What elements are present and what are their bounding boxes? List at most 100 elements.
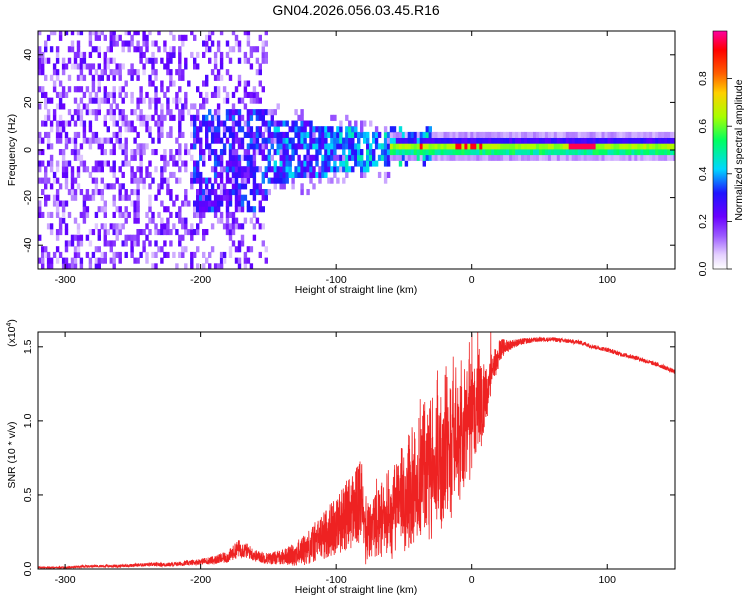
spectrogram-cell	[154, 223, 158, 230]
spectrogram-cell	[467, 149, 471, 156]
spectrogram-cell	[306, 143, 310, 150]
spectrogram-cell	[527, 131, 531, 138]
spectrogram-cell	[97, 80, 101, 87]
spectrogram-cell	[670, 143, 674, 150]
spectrogram-cell	[103, 223, 107, 230]
spectrogram-cell	[94, 69, 99, 76]
spectrogram-cell	[249, 143, 254, 150]
spectrogram-cell	[193, 34, 197, 41]
spectrogram-cell	[607, 154, 611, 161]
spectrogram-cell	[270, 131, 274, 138]
spectrogram-cell	[398, 154, 403, 161]
spectrogram-cell	[586, 131, 590, 138]
spectrogram-cell	[199, 194, 203, 201]
spectrogram-cell	[82, 74, 87, 81]
spectrogram-cell	[64, 160, 69, 167]
spectrogram-cell	[216, 137, 221, 144]
spectrogram-cell	[613, 131, 617, 138]
spectrogram-cell	[589, 137, 593, 144]
spectrogram-cell	[97, 137, 101, 144]
spectrogram-cell	[166, 217, 170, 224]
spectrogram-cell	[205, 120, 209, 127]
spectrogram-cell	[231, 46, 236, 53]
spectrogram-cell	[44, 97, 48, 104]
spectrogram-cell	[44, 120, 48, 127]
spectrogram-cell	[213, 131, 218, 138]
spectrogram-cell	[219, 51, 224, 58]
spectrogram-cell	[336, 131, 340, 138]
spectrogram-cell	[249, 46, 254, 53]
spectrogram-cell	[246, 206, 251, 213]
spectrogram-cell	[294, 166, 298, 173]
spectrogram-cell	[213, 194, 218, 201]
spectrogram-cell	[240, 183, 245, 190]
spectrogram-cell	[267, 120, 271, 127]
spectrogram-cell	[202, 263, 206, 269]
spectrogram-cell	[142, 31, 146, 36]
spectrogram-cell	[312, 171, 316, 178]
spectrogram-cell	[213, 109, 218, 116]
spectrogram-cell	[213, 189, 218, 196]
spectrogram-cell	[231, 103, 236, 110]
spectrogram-cell	[342, 154, 346, 161]
spectrogram-cell	[213, 177, 218, 184]
spectrogram-cell	[246, 109, 251, 116]
spectrogram-cell	[276, 126, 280, 133]
spectrogram-cell	[357, 149, 361, 156]
spectrogram-cell	[225, 114, 230, 121]
spectrogram-cell	[655, 154, 659, 161]
spectrogram-cell	[190, 229, 194, 236]
spectrogram-cell	[249, 91, 254, 98]
spectrogram-cell	[643, 143, 647, 150]
spectrogram-cell	[44, 91, 48, 98]
spectrogram-cell	[628, 154, 632, 161]
spectrogram-cell	[231, 223, 236, 230]
spectrogram-cell	[46, 223, 51, 230]
spectrogram-cell	[166, 109, 170, 116]
spectrogram-cell	[103, 69, 107, 76]
spectrogram-cell	[497, 149, 501, 156]
spectrogram-cell	[282, 160, 286, 167]
spectrogram-cell	[634, 137, 638, 144]
spectrogram-cell	[434, 143, 438, 150]
spectrogram-cell	[443, 149, 447, 156]
spectrogram-cell	[592, 137, 596, 144]
spectrogram-cell	[366, 154, 370, 161]
spectrogram-cell	[276, 166, 280, 173]
spectrogram-cell	[58, 34, 63, 41]
spectrogram-cell	[112, 171, 116, 178]
spectrogram-cell	[351, 149, 355, 156]
spectrogram-cell	[491, 154, 495, 161]
spectrogram-cell	[661, 149, 665, 156]
spectrogram-cell	[76, 171, 81, 178]
spectrogram-cell	[163, 46, 167, 53]
spectrogram-cell	[249, 114, 254, 121]
spectrogram-cell	[49, 229, 54, 236]
spectrogram-cell	[309, 177, 313, 184]
spectrogram-cell	[601, 143, 605, 150]
spectrogram-cell	[234, 120, 239, 127]
spectrogram-cell	[115, 69, 119, 76]
spectrogram-cell	[94, 257, 99, 264]
spectrogram-cell	[190, 114, 194, 121]
spectrogram-cell	[327, 143, 331, 150]
spectrogram-cell	[64, 31, 69, 36]
spectrogram-cell	[291, 137, 295, 144]
spectrogram-cell	[187, 200, 191, 207]
spectrogram-cell	[130, 69, 134, 76]
spectrogram-cell	[112, 57, 116, 64]
spectrogram-cell	[94, 46, 99, 53]
spectrogram-cell	[243, 80, 248, 87]
spectrogram-cell	[64, 246, 69, 253]
spectrogram-cell	[94, 166, 99, 173]
spectrogram-cell	[327, 160, 331, 167]
spectrogram-cell	[282, 143, 286, 150]
spectrogram-cell	[219, 171, 224, 178]
spectrogram-cell	[88, 63, 93, 70]
spectrogram-cell	[509, 149, 513, 156]
spectrogram-cell	[190, 251, 194, 258]
spectrogram-cell	[163, 206, 167, 213]
spectrogram-cell	[216, 263, 221, 269]
spectrogram-cell	[240, 200, 245, 207]
spectrogram-cell	[345, 154, 349, 161]
